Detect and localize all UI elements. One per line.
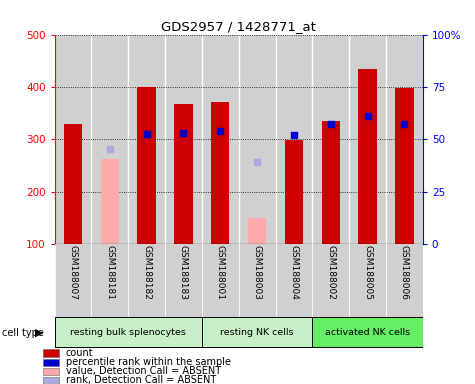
Bar xyxy=(43,377,58,384)
Text: rank, Detection Call = ABSENT: rank, Detection Call = ABSENT xyxy=(66,376,216,384)
Point xyxy=(180,130,187,136)
Text: GSM188005: GSM188005 xyxy=(363,245,372,300)
Bar xyxy=(137,87,156,244)
Point xyxy=(253,159,261,165)
Point xyxy=(106,146,114,152)
Text: GSM188181: GSM188181 xyxy=(105,245,114,300)
Bar xyxy=(128,35,165,244)
Text: GSM188004: GSM188004 xyxy=(289,245,298,300)
Point xyxy=(364,113,371,119)
Bar xyxy=(358,69,377,244)
Bar xyxy=(276,35,313,244)
Bar xyxy=(313,244,349,317)
Text: count: count xyxy=(66,348,94,358)
Bar xyxy=(43,349,58,357)
Bar xyxy=(128,244,165,317)
Bar xyxy=(238,35,276,244)
Bar xyxy=(349,244,386,317)
Bar xyxy=(202,35,238,244)
Bar xyxy=(248,218,266,244)
Text: GSM188183: GSM188183 xyxy=(179,245,188,300)
Bar xyxy=(386,244,423,317)
Text: resting NK cells: resting NK cells xyxy=(220,328,294,337)
Bar xyxy=(174,104,193,244)
Text: GSM188007: GSM188007 xyxy=(68,245,77,300)
Bar xyxy=(386,35,423,244)
Bar xyxy=(43,359,58,366)
Text: percentile rank within the sample: percentile rank within the sample xyxy=(66,357,231,367)
Text: GSM188003: GSM188003 xyxy=(253,245,262,300)
Bar xyxy=(101,159,119,244)
Bar xyxy=(238,244,276,317)
Bar xyxy=(313,318,423,347)
Text: cell type: cell type xyxy=(2,328,44,338)
Bar xyxy=(91,35,128,244)
Title: GDS2957 / 1428771_at: GDS2957 / 1428771_at xyxy=(161,20,316,33)
Text: value, Detection Call = ABSENT: value, Detection Call = ABSENT xyxy=(66,366,221,376)
Bar xyxy=(55,35,91,244)
Bar xyxy=(202,244,238,317)
Point xyxy=(143,131,151,137)
Point xyxy=(217,128,224,134)
Bar xyxy=(322,121,340,244)
Bar xyxy=(211,101,229,244)
Bar xyxy=(43,368,58,375)
Point xyxy=(290,132,298,138)
Bar xyxy=(55,318,202,347)
Bar xyxy=(64,124,82,244)
Bar xyxy=(313,35,349,244)
Bar xyxy=(91,244,128,317)
Bar xyxy=(395,88,414,244)
Text: GSM188001: GSM188001 xyxy=(216,245,225,300)
Bar xyxy=(165,35,202,244)
Bar xyxy=(202,318,313,347)
Bar xyxy=(285,140,303,244)
Bar xyxy=(55,244,91,317)
Point xyxy=(400,121,408,127)
Text: GSM188006: GSM188006 xyxy=(400,245,409,300)
Text: GSM188002: GSM188002 xyxy=(326,245,335,300)
Bar xyxy=(349,35,386,244)
Bar xyxy=(276,244,313,317)
Text: GSM188182: GSM188182 xyxy=(142,245,151,300)
Text: ▶: ▶ xyxy=(35,328,44,338)
Text: resting bulk splenocytes: resting bulk splenocytes xyxy=(70,328,186,337)
Bar xyxy=(165,244,202,317)
Point xyxy=(327,121,334,127)
Text: activated NK cells: activated NK cells xyxy=(325,328,410,337)
